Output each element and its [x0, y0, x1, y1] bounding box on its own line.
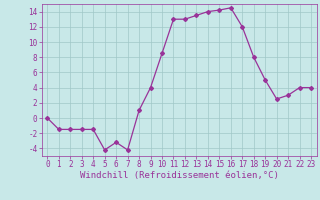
X-axis label: Windchill (Refroidissement éolien,°C): Windchill (Refroidissement éolien,°C): [80, 171, 279, 180]
